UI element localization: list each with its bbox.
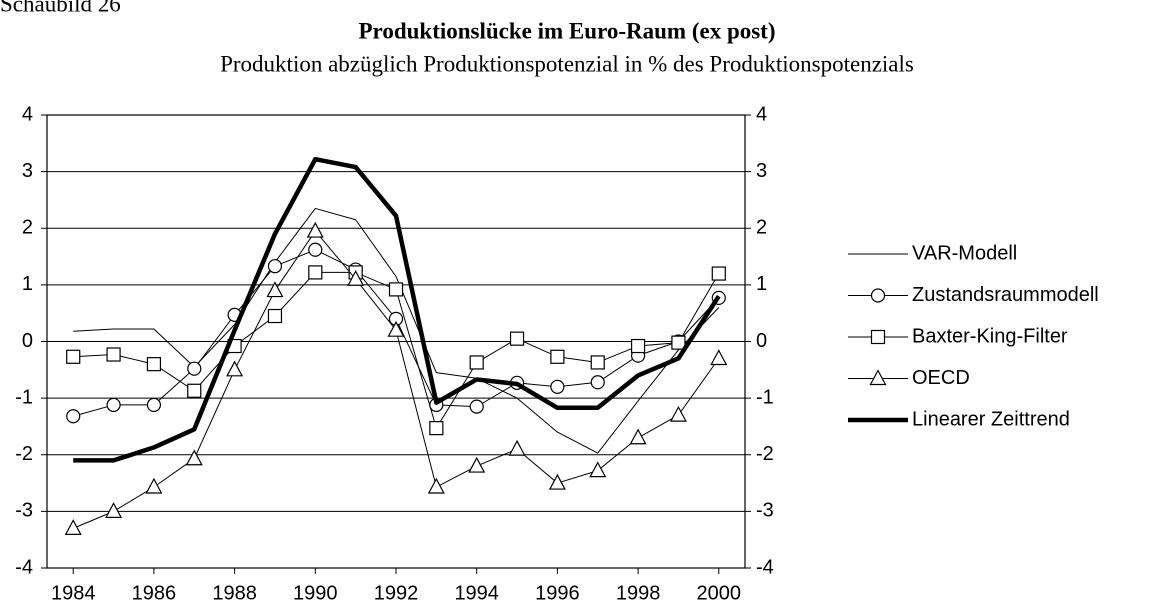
marker-circle [187, 361, 202, 376]
y-tick-label: 4 [22, 103, 33, 125]
x-tick-label: 1984 [51, 582, 96, 604]
y-tick-label: 2 [22, 217, 33, 239]
marker-triangle [266, 281, 284, 298]
marker-square [870, 329, 886, 345]
marker-circle [550, 379, 565, 394]
x-tick-label: 1988 [212, 582, 257, 604]
x-tick-label: 1986 [132, 582, 177, 604]
marker-triangle [589, 461, 607, 478]
x-tick-label: 1996 [535, 582, 580, 604]
marker-square [590, 355, 605, 370]
marker-triangle [185, 449, 203, 466]
marker-square [106, 347, 121, 362]
series-line [73, 207, 720, 454]
marker-square [308, 265, 323, 280]
marker-triangle [347, 269, 365, 286]
y2-tick-label: -1 [756, 386, 774, 408]
marker-triangle [508, 439, 526, 456]
y2-tick-label: 0 [756, 330, 767, 352]
marker-triangle [427, 477, 445, 494]
marker-square [66, 349, 81, 364]
marker-triangle [145, 477, 163, 494]
y2-tick-label: 1 [756, 273, 767, 295]
marker-triangle [710, 349, 728, 366]
marker-circle [308, 242, 323, 257]
y-tick-label: 3 [22, 160, 33, 182]
legend-label: Baxter-King-Filter [912, 325, 1068, 347]
marker-square [146, 357, 162, 372]
figure-label: Schaubild 26 [0, 0, 121, 16]
marker-circle [66, 409, 81, 424]
marker-triangle [869, 369, 887, 386]
plot-frame [46, 114, 746, 569]
y-tick-label: 0 [22, 330, 33, 352]
legend-label: VAR-Modell [912, 242, 1017, 264]
x-tick-label: 1998 [616, 582, 661, 604]
marker-circle [590, 375, 605, 390]
y2-tick-label: 2 [756, 217, 767, 239]
marker-triangle [669, 405, 687, 422]
marker-square [711, 266, 726, 281]
marker-triangle [387, 320, 405, 337]
marker-triangle [105, 502, 123, 518]
marker-circle [870, 288, 886, 303]
chart-subtitle: Produktion abzüglich Produktionspotenzia… [220, 51, 914, 76]
marker-triangle [226, 360, 244, 377]
y2-tick-label: -2 [756, 443, 774, 465]
x-tick-label: 1992 [374, 582, 419, 604]
marker-circle [146, 397, 162, 413]
legend-label: OECD [912, 367, 970, 389]
marker-square [469, 355, 484, 370]
marker-square [509, 331, 525, 346]
y2-tick-label: -3 [756, 500, 774, 522]
marker-square [550, 349, 565, 364]
y-tick-label: -2 [15, 443, 33, 465]
y2-tick-label: 4 [756, 103, 767, 125]
legend-label: Linearer Zeittrend [912, 408, 1070, 430]
marker-triangle [306, 221, 324, 238]
marker-square [429, 421, 444, 436]
marker-circle [469, 399, 484, 414]
x-tick-label: 1990 [293, 582, 338, 604]
marker-square [267, 308, 283, 324]
y2-tick-label: 3 [756, 160, 767, 182]
marker-square [630, 338, 646, 354]
y-tick-label: -3 [15, 500, 33, 522]
series-line [73, 156, 721, 463]
y-tick-label: 1 [22, 273, 33, 295]
legend-label: Zustandsraummodell [912, 284, 1099, 306]
marker-triangle [468, 456, 486, 473]
marker-circle [267, 259, 283, 274]
marker-triangle [629, 428, 647, 445]
marker-square [187, 383, 202, 398]
marker-triangle [548, 473, 566, 490]
marker-square [388, 282, 404, 297]
marker-triangle [64, 519, 82, 535]
y-tick-label: -1 [15, 386, 33, 408]
x-tick-label: 1994 [454, 582, 499, 604]
x-tick-label: 2000 [697, 582, 742, 604]
y2-tick-label: -4 [756, 556, 774, 578]
marker-square [671, 335, 686, 350]
y-tick-label: -4 [15, 556, 33, 578]
marker-circle [106, 397, 121, 413]
chart-title: Produktionslücke im Euro-Raum (ex post) [358, 18, 775, 43]
